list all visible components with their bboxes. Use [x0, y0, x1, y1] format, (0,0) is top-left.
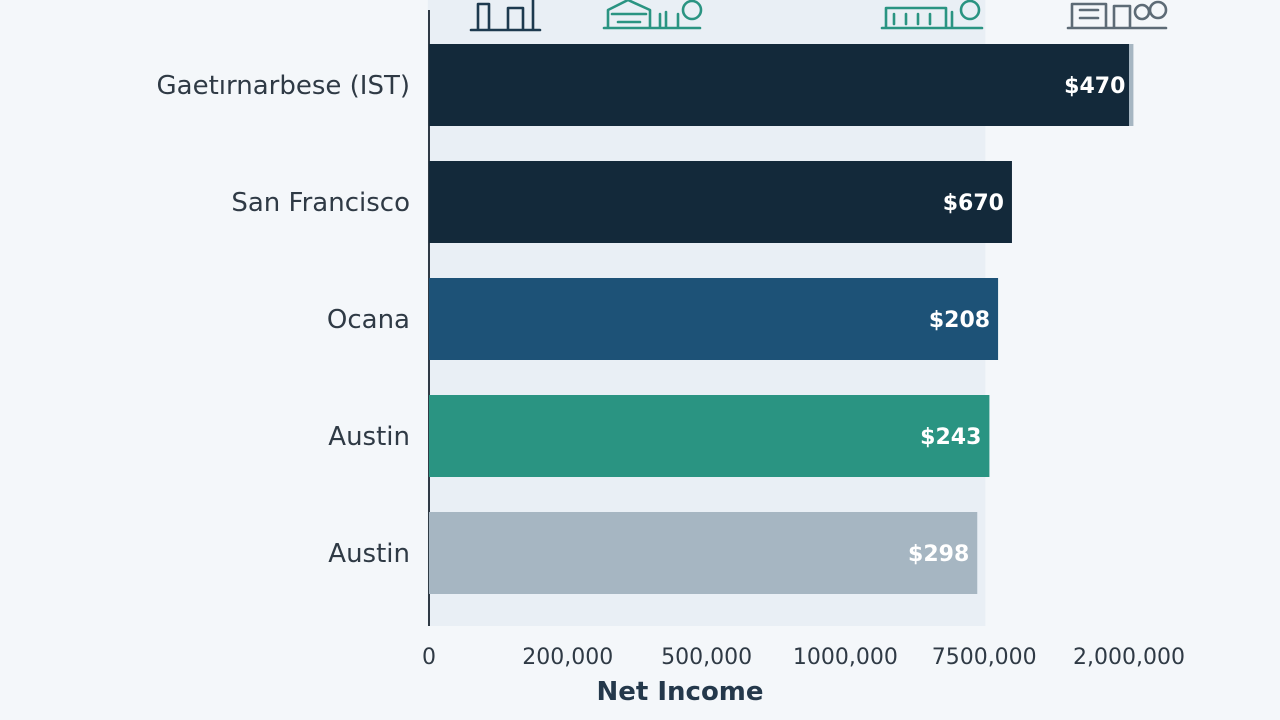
- x-tick-label: 500,000: [661, 645, 752, 670]
- bar: [429, 278, 999, 360]
- townhouse-trees-icon: [880, 0, 984, 30]
- category-label: Austin: [328, 422, 410, 452]
- x-tick-label: 1000,000: [793, 645, 898, 670]
- bar: [429, 161, 1012, 243]
- home-trees-icon: [1066, 0, 1168, 30]
- category-label: Austin: [328, 539, 410, 569]
- category-label: Gaetırnarbese (IST): [157, 71, 410, 101]
- value-label: $670: [943, 191, 1004, 216]
- x-tick-label: 2,000,000: [1073, 645, 1185, 670]
- x-axis-title: Net Income: [596, 677, 763, 707]
- x-tick-labels: 0 200,000 500,000 1000,000 7500,000 2,000,000: [422, 645, 1185, 670]
- bar: [429, 512, 978, 594]
- building-icon: [469, 0, 542, 32]
- x-tick-label: 7500,000: [932, 645, 1037, 670]
- value-label: $298: [908, 542, 969, 567]
- bar: [429, 44, 1129, 126]
- value-label: $470: [1064, 74, 1125, 99]
- value-label: $243: [920, 425, 981, 450]
- value-label: $208: [929, 308, 990, 333]
- bar: [429, 395, 990, 477]
- bar-overflow: [1129, 44, 1134, 126]
- house-trees-icon: [602, 0, 703, 30]
- bars-layer: Gaetırnarbese (IST) $470 San Francisco $670…: [157, 44, 1134, 594]
- x-tick-label: 200,000: [522, 645, 613, 670]
- x-tick-label: 0: [422, 645, 436, 670]
- category-label: San Francisco: [231, 188, 410, 218]
- category-label: Ocana: [327, 305, 410, 335]
